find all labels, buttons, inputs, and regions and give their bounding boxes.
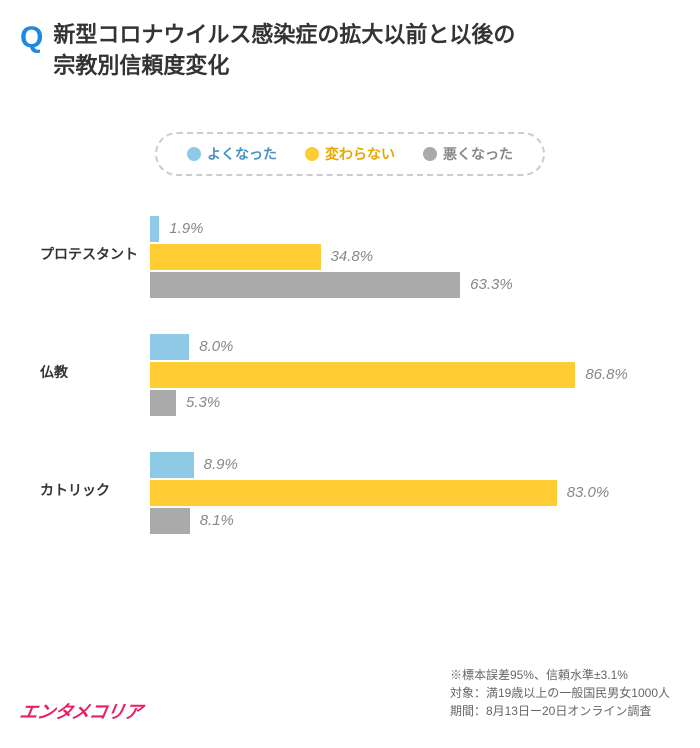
bars-container: 8.0% 86.8% 5.3% <box>150 334 660 416</box>
bar-row: 1.9% <box>150 216 660 242</box>
title-line-1: 新型コロナウイルス感染症の拡大以前と以後の <box>53 22 515 47</box>
bar-row: 83.0% <box>150 480 660 506</box>
legend-label: よくなった <box>207 144 277 164</box>
legend-swatch <box>187 147 201 161</box>
brand-logo: エンタメコリア <box>18 698 145 724</box>
bar <box>150 390 176 416</box>
bar-value-label: 83.0% <box>567 484 610 501</box>
category-label: プロテスタント <box>40 244 138 264</box>
q-mark: Q <box>20 20 43 56</box>
bar <box>150 334 189 360</box>
legend-item: 変わらない <box>305 144 395 164</box>
category-label: 仏教 <box>40 362 68 382</box>
legend-swatch <box>423 147 437 161</box>
bar <box>150 216 159 242</box>
bar <box>150 362 575 388</box>
bar-row: 5.3% <box>150 390 660 416</box>
bar-row: 8.1% <box>150 508 660 534</box>
title-line-2: 宗教別信頼度変化 <box>53 53 229 78</box>
chart-title: 新型コロナウイルス感染症の拡大以前と以後の 宗教別信頼度変化 <box>53 20 515 82</box>
bar-row: 34.8% <box>150 244 660 270</box>
bar-value-label: 8.0% <box>199 338 233 355</box>
bars-container: 8.9% 83.0% 8.1% <box>150 452 660 534</box>
bar-chart: プロテスタント 1.9% 34.8% 63.3% 仏教 8.0% 86.8% 5.3% カトリッ… <box>0 206 700 534</box>
bar-row: 8.9% <box>150 452 660 478</box>
chart-header: Q 新型コロナウイルス感染症の拡大以前と以後の 宗教別信頼度変化 <box>0 0 700 82</box>
footer-notes: ※標本誤差95%、信頼水準±3.1% 対象：満19歳以上の一般国民男女1000人… <box>450 666 670 720</box>
bar-value-label: 34.8% <box>331 248 374 265</box>
bar-value-label: 5.3% <box>186 394 220 411</box>
category-group: 仏教 8.0% 86.8% 5.3% <box>40 334 660 416</box>
bar <box>150 480 557 506</box>
footnote-sample: 対象：満19歳以上の一般国民男女1000人 <box>450 684 670 702</box>
bar <box>150 452 194 478</box>
bar <box>150 508 190 534</box>
bar-row: 63.3% <box>150 272 660 298</box>
footnote-period: 期間：8月13日ー20日オンライン調査 <box>450 702 670 720</box>
legend-item: 悪くなった <box>423 144 513 164</box>
bar-value-label: 86.8% <box>585 366 628 383</box>
legend-item: よくなった <box>187 144 277 164</box>
bar-value-label: 63.3% <box>470 276 513 293</box>
bar-value-label: 8.9% <box>204 456 238 473</box>
bars-container: 1.9% 34.8% 63.3% <box>150 216 660 298</box>
category-group: プロテスタント 1.9% 34.8% 63.3% <box>40 216 660 298</box>
category-group: カトリック 8.9% 83.0% 8.1% <box>40 452 660 534</box>
category-label: カトリック <box>40 480 110 500</box>
legend: よくなった 変わらない 悪くなった <box>155 132 545 176</box>
legend-label: 変わらない <box>325 144 395 164</box>
footnote-error: ※標本誤差95%、信頼水準±3.1% <box>450 666 670 684</box>
legend-label: 悪くなった <box>443 144 513 164</box>
bar-value-label: 1.9% <box>169 220 203 237</box>
bar <box>150 272 460 298</box>
bar-row: 8.0% <box>150 334 660 360</box>
bar-row: 86.8% <box>150 362 660 388</box>
bar-value-label: 8.1% <box>200 512 234 529</box>
bar <box>150 244 321 270</box>
legend-swatch <box>305 147 319 161</box>
